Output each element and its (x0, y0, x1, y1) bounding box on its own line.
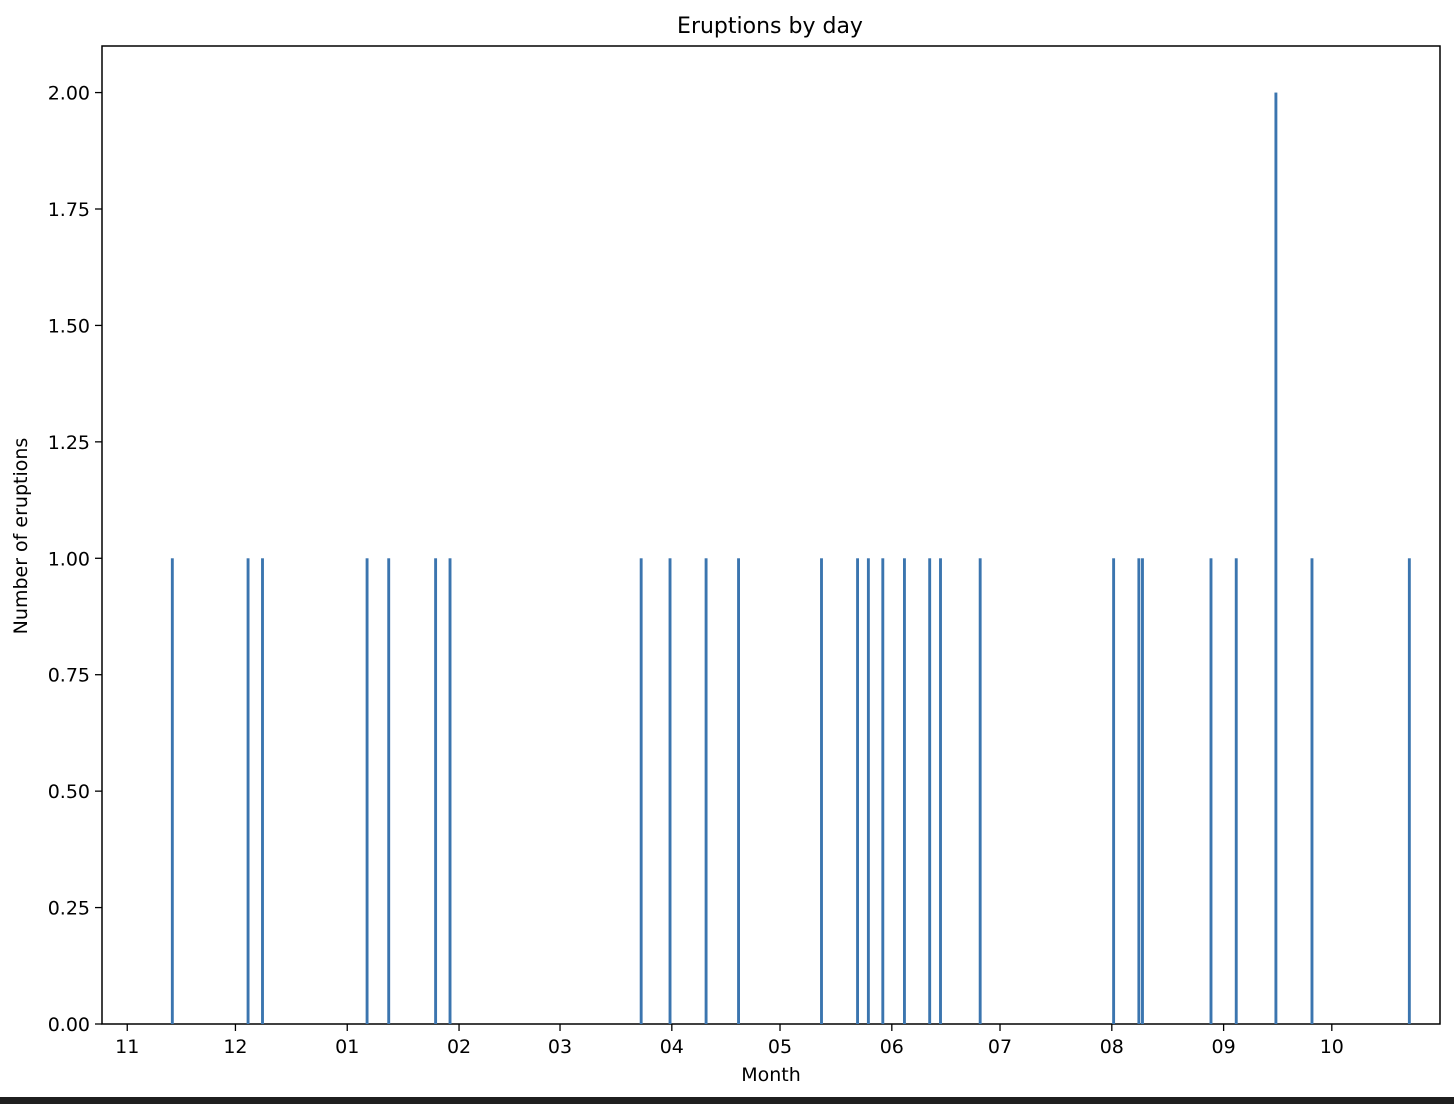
y-tick-label: 1.50 (48, 315, 90, 337)
y-tick-label: 0.25 (48, 898, 90, 920)
bar-2018-05-22 (856, 558, 859, 1024)
y-tick-label: 1.00 (48, 548, 90, 570)
window-bottom-edge (0, 1097, 1454, 1104)
x-tick-label: 10 (1320, 1036, 1344, 1058)
bar-2018-05-12 (820, 558, 823, 1024)
bar-2018-09-15 (1274, 92, 1278, 1024)
bar-2018-09-25 (1310, 558, 1314, 1024)
bar-2017-11-13 (170, 558, 174, 1024)
x-tick-label: 11 (115, 1036, 139, 1058)
x-tick-label: 06 (880, 1036, 904, 1058)
bar-2018-01-12 (387, 558, 391, 1024)
x-tick-label: 08 (1100, 1036, 1124, 1058)
bar-group (170, 92, 1411, 1024)
x-tick-label: 07 (988, 1036, 1012, 1058)
bar-2018-01-06 (365, 558, 369, 1024)
bar-2018-05-25 (866, 558, 870, 1024)
bar-2018-03-31 (668, 558, 672, 1024)
x-tick-label: 12 (223, 1036, 247, 1058)
bar-2017-12-04 (246, 558, 250, 1024)
x-tick-label: 02 (447, 1036, 471, 1058)
bar-2017-12-08 (261, 558, 264, 1024)
y-axis-title: Number of eruptions (10, 438, 32, 635)
x-tick-label: 03 (548, 1036, 572, 1058)
bar-2018-06-04 (903, 558, 906, 1024)
plot-frame (101, 45, 1441, 1025)
y-tick-label: 0.75 (48, 665, 90, 687)
x-tick-label: 09 (1212, 1036, 1236, 1058)
bar-2018-08-09 (1141, 558, 1144, 1024)
bar-2018-01-25 (434, 558, 438, 1024)
bar-2018-08-28 (1209, 558, 1213, 1024)
x-tick-label: 04 (660, 1036, 684, 1058)
bar-2018-06-25 (978, 558, 982, 1024)
chart-title: Eruptions by day (677, 14, 863, 39)
x-tick-label: 05 (768, 1036, 792, 1058)
x-axis-title: Month (741, 1064, 801, 1086)
bar-2018-06-11 (928, 558, 932, 1024)
y-tick-label: 1.75 (48, 199, 90, 221)
y-tick-label: 0.50 (48, 781, 90, 803)
bar-2018-10-22 (1407, 558, 1411, 1024)
x-tick-label: 01 (335, 1036, 359, 1058)
bar-2018-08-08 (1137, 558, 1141, 1024)
plot-area: 0.000.250.500.751.001.251.501.752.00 11 1… (48, 45, 1441, 1058)
x-axis: 11 12 01 02 03 04 05 06 07 08 09 10 (115, 1024, 1344, 1058)
y-tick-label: 2.00 (48, 83, 90, 105)
y-axis: 0.00 0.25 0.50 0.75 1.00 1.25 1.50 1.75 2.00 (48, 83, 102, 1036)
bar-2018-06-14 (939, 558, 942, 1024)
bar-2018-01-29 (448, 558, 452, 1024)
bar-2018-04-10 (704, 558, 708, 1024)
bar-2018-03-23 (639, 558, 643, 1024)
bar-2018-08-01 (1112, 558, 1116, 1024)
bar-2018-09-04 (1234, 558, 1238, 1024)
bar-2018-05-29 (881, 558, 885, 1024)
bar-2018-04-19 (737, 558, 740, 1024)
y-tick-label: 0.00 (48, 1014, 90, 1036)
y-tick-label: 1.25 (48, 432, 90, 454)
